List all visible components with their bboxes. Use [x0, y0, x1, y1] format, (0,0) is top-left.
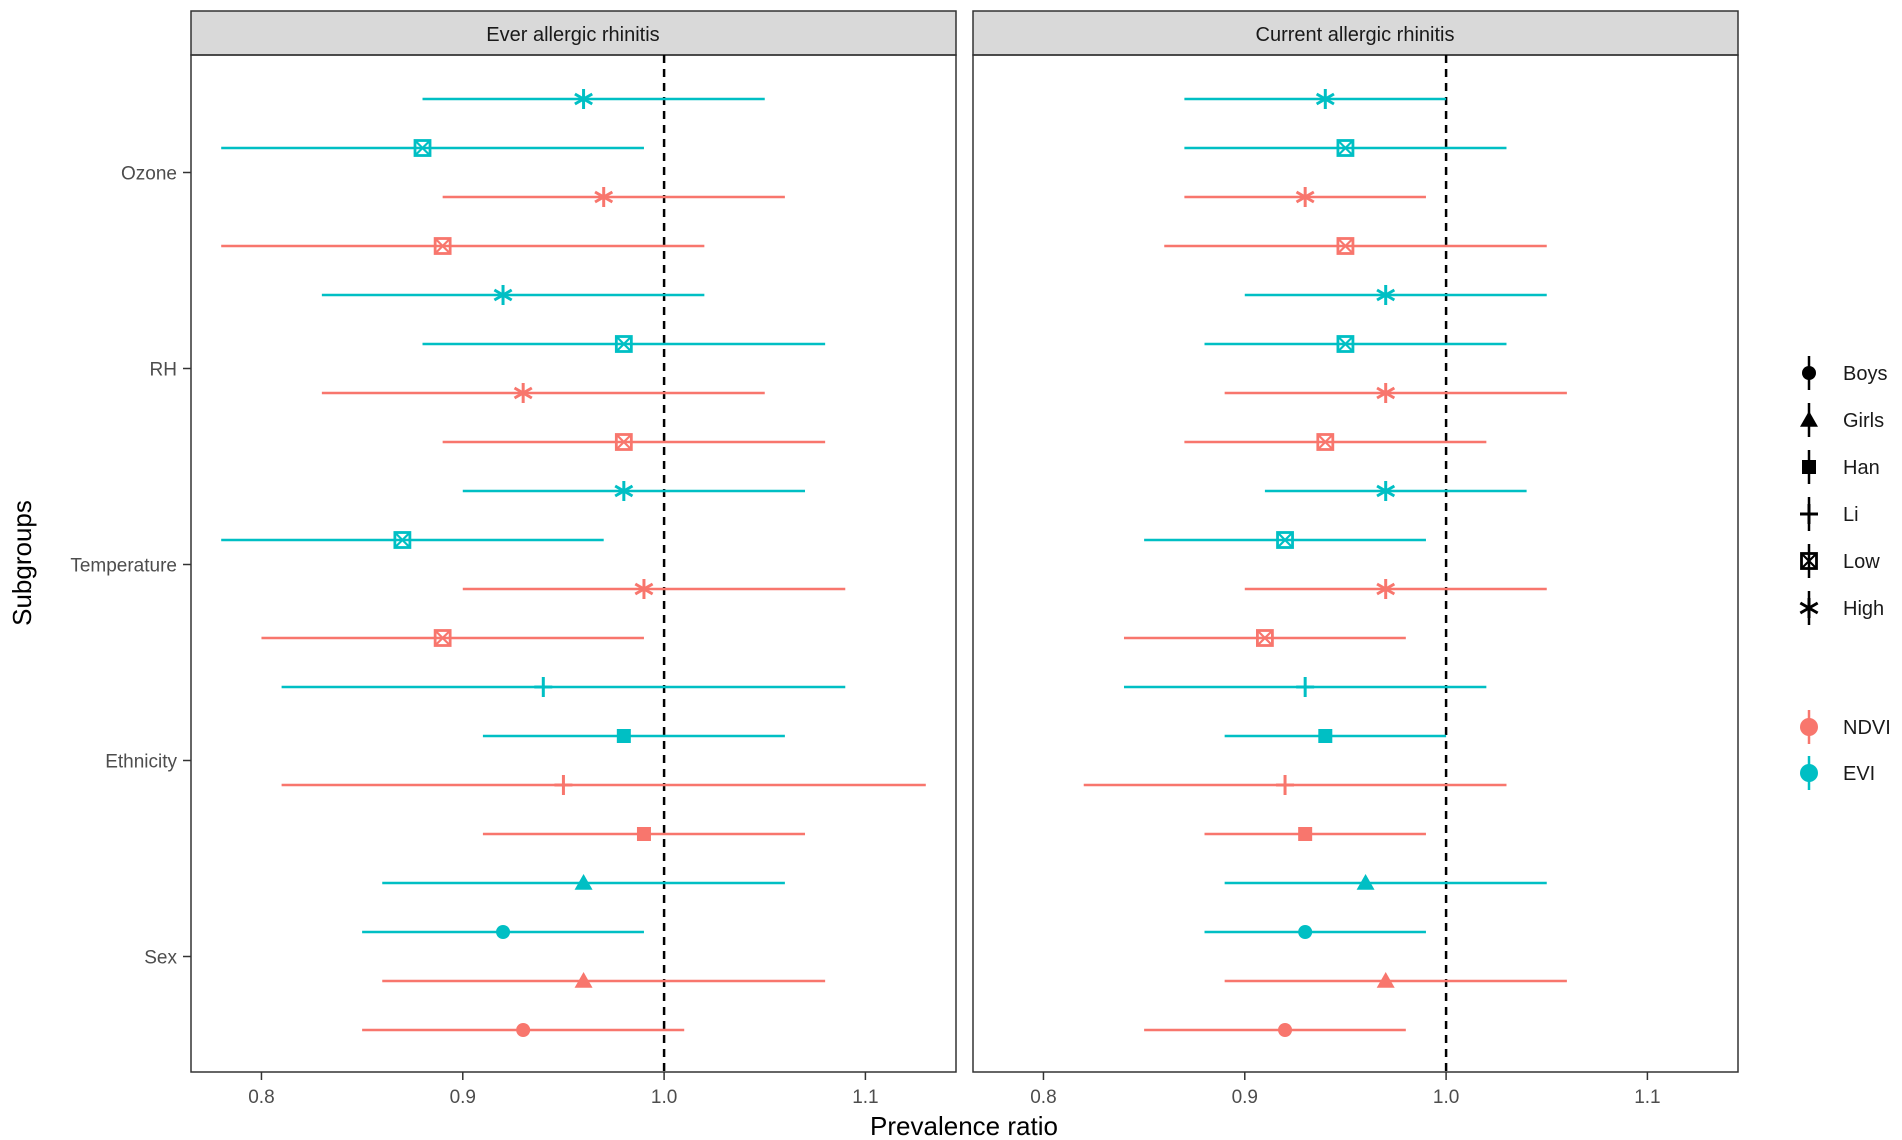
- point-estimate: [634, 579, 654, 599]
- point-estimate: [1336, 139, 1355, 157]
- legend-key-evi: [1800, 764, 1818, 782]
- legend-key-boys: [1802, 366, 1816, 380]
- legend-label: EVI: [1843, 763, 1875, 785]
- point-estimate: [1256, 629, 1274, 647]
- legend-key-ndvi: [1800, 718, 1818, 736]
- legend-label: Low: [1843, 551, 1880, 573]
- point-estimate: [493, 285, 513, 305]
- point-estimate: [413, 139, 432, 157]
- legend-label: Boys: [1843, 363, 1887, 385]
- point-estimate: [433, 237, 452, 255]
- legend-label: Girls: [1843, 410, 1884, 432]
- y-tick-label: RH: [150, 360, 177, 381]
- point-estimate: [1376, 285, 1396, 305]
- point-estimate: [1276, 775, 1295, 795]
- point-estimate: [574, 972, 593, 988]
- y-tick-label: Sex: [144, 948, 177, 969]
- x-tick-label: 1.0: [651, 1087, 677, 1108]
- legend-label: Li: [1843, 504, 1859, 526]
- point-estimate: [616, 729, 631, 743]
- legend-label: NDVI: [1843, 717, 1891, 739]
- x-axis: 0.8 0.9 1.0 1.1 0.8 0.9 1.0 1.1: [248, 1072, 1661, 1108]
- point-estimate: [614, 481, 634, 501]
- y-axis: Ozone RH Temperature Ethnicity Sex: [70, 164, 191, 969]
- point-estimate: [513, 383, 533, 403]
- point-estimate: [496, 925, 511, 939]
- x-tick-label: 0.9: [450, 1087, 476, 1108]
- panel-ever: Ever allergic rhinitis: [190, 10, 957, 1073]
- point-estimate: [594, 187, 614, 207]
- x-tick-label: 1.1: [1634, 1087, 1660, 1108]
- x-tick-label: 0.8: [1030, 1087, 1056, 1108]
- point-estimate: [614, 335, 633, 353]
- point-estimate: [1315, 89, 1335, 109]
- legend-key-girls: [1800, 411, 1818, 427]
- legend: Boys Girls Han Li Low High NDVI EVI: [1799, 356, 1891, 790]
- panel-title-current: Current allergic rhinitis: [1256, 24, 1455, 46]
- legend-key-low: [1800, 552, 1818, 570]
- point-estimate: [1278, 1023, 1293, 1037]
- point-estimate: [1298, 827, 1313, 841]
- y-tick-label: Ozone: [121, 164, 177, 185]
- panel-strip-bg: [190, 10, 957, 56]
- point-estimate: [1318, 729, 1333, 743]
- point-estimate: [433, 629, 452, 647]
- panel-current: Current allergic rhinitis: [972, 10, 1739, 1073]
- point-estimate: [1296, 677, 1315, 697]
- point-estimate: [1298, 925, 1313, 939]
- panel-marks-ever: [221, 55, 926, 1072]
- point-estimate: [516, 1023, 531, 1037]
- legend-label: High: [1843, 598, 1884, 620]
- panel-title-ever: Ever allergic rhinitis: [486, 24, 659, 46]
- legend-label: Han: [1843, 457, 1880, 479]
- y-tick-label: Temperature: [70, 556, 177, 577]
- point-estimate: [534, 677, 553, 697]
- point-estimate: [1316, 433, 1335, 451]
- point-estimate: [1336, 237, 1355, 255]
- point-estimate: [1276, 531, 1294, 549]
- point-estimate: [1356, 874, 1375, 890]
- y-tick-label: Ethnicity: [105, 752, 177, 773]
- point-estimate: [1376, 579, 1396, 599]
- panel-strip-bg: [972, 10, 1739, 56]
- point-estimate: [636, 827, 651, 841]
- x-tick-label: 0.9: [1232, 1087, 1258, 1108]
- y-axis-title: Subgroups: [7, 500, 37, 626]
- x-axis-title: Prevalence ratio: [870, 1111, 1058, 1140]
- panel-border: [972, 54, 1739, 1073]
- point-estimate: [574, 874, 593, 890]
- legend-key-han: [1802, 460, 1816, 474]
- x-tick-label: 1.0: [1433, 1087, 1459, 1108]
- panel-border: [190, 54, 957, 1073]
- point-estimate: [1376, 383, 1396, 403]
- x-tick-label: 0.8: [248, 1087, 274, 1108]
- panel-marks-current: [1083, 55, 1567, 1072]
- legend-key-li: [1800, 504, 1818, 524]
- point-estimate: [554, 775, 573, 795]
- point-estimate: [393, 531, 412, 549]
- point-estimate: [1336, 335, 1355, 353]
- point-estimate: [574, 89, 593, 109]
- point-estimate: [1376, 972, 1395, 988]
- point-estimate: [1295, 187, 1315, 207]
- point-estimate: [614, 433, 633, 451]
- point-estimate: [1376, 481, 1396, 501]
- legend-key-high: [1799, 598, 1819, 618]
- x-tick-label: 1.1: [852, 1087, 878, 1108]
